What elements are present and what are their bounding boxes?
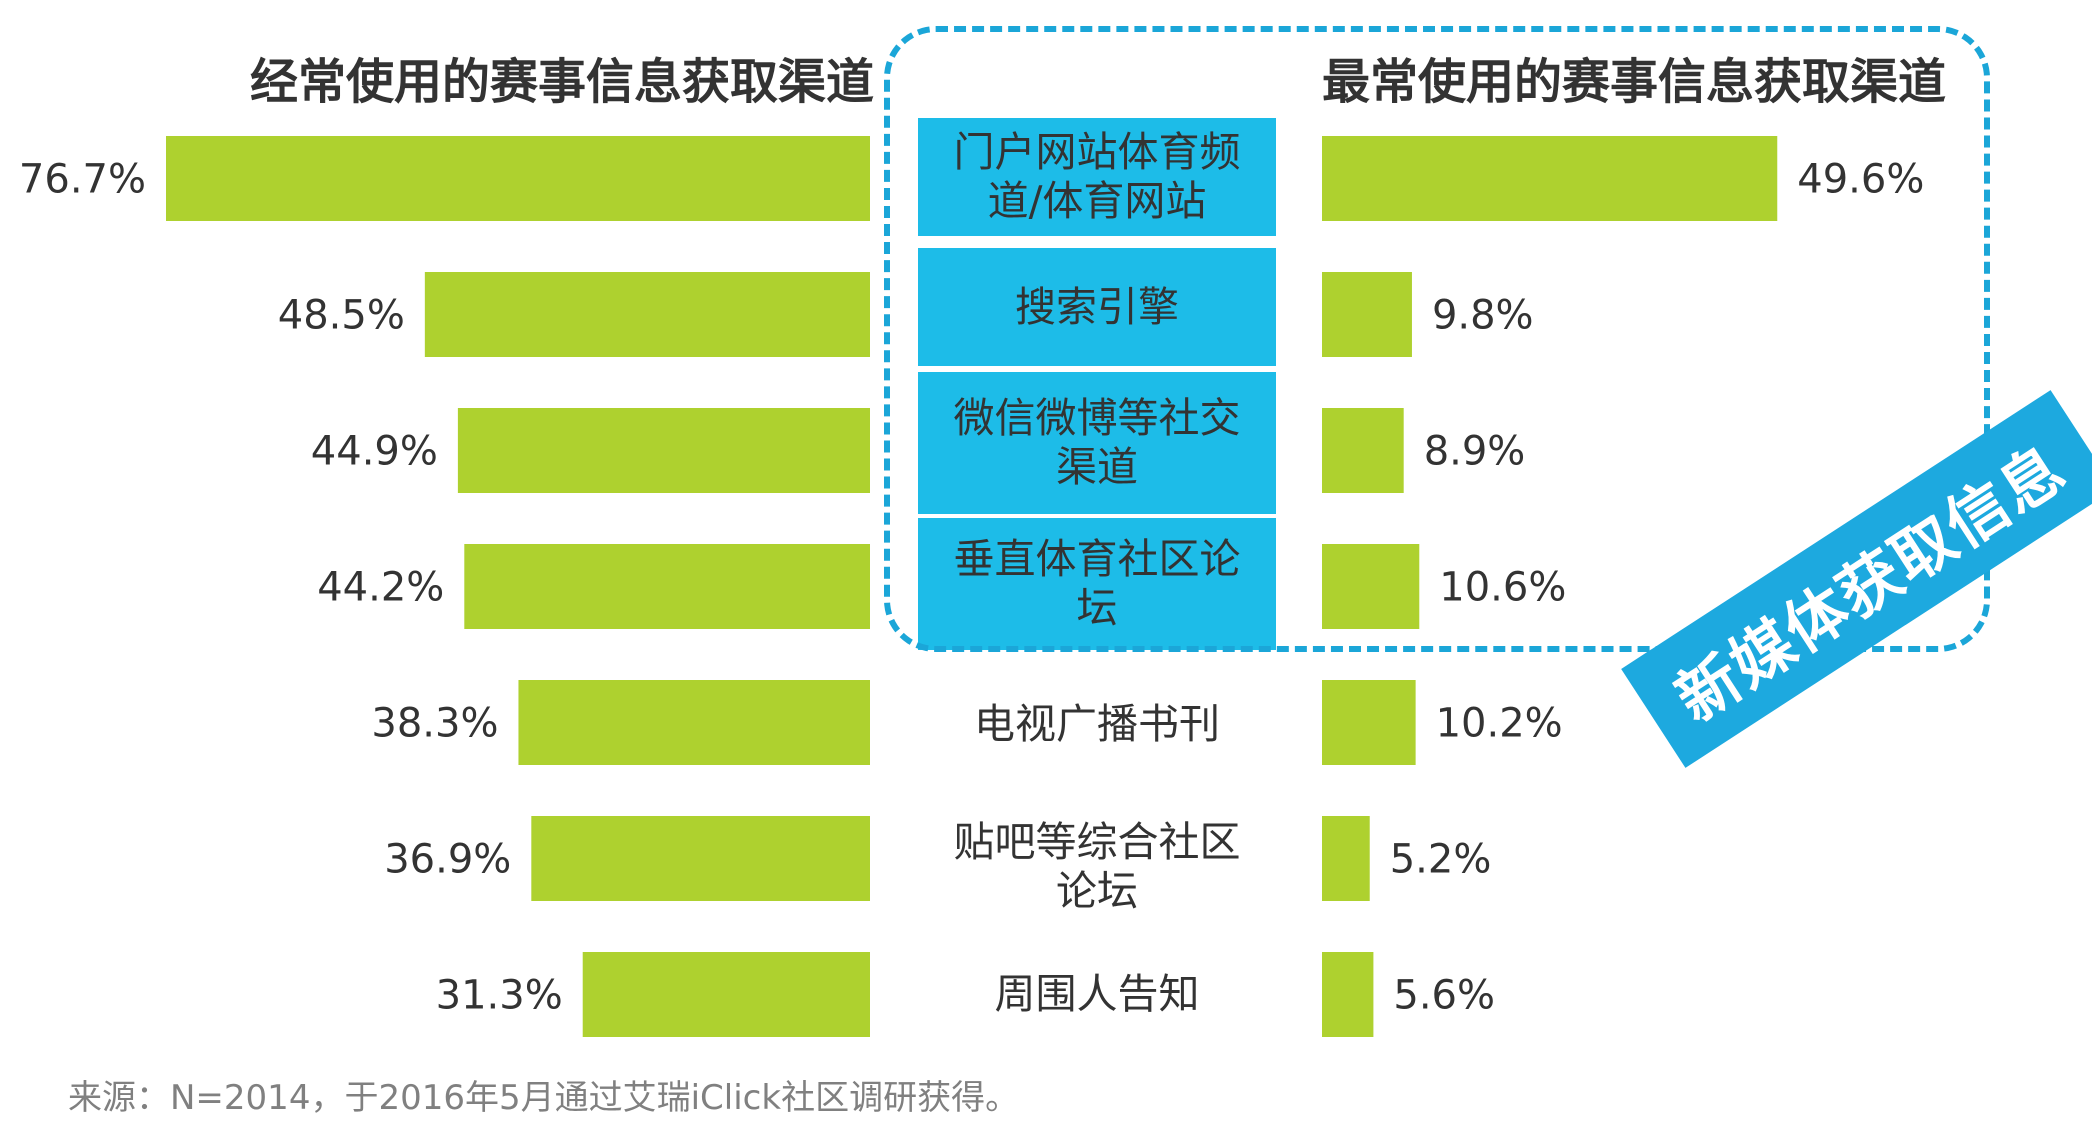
category-label: 电视广播书刊 [974,700,1220,748]
left-bar [424,272,870,357]
category-label: 微信微博等社交 渠道 [918,372,1276,514]
left-chart-title: 经常使用的赛事信息获取渠道 [249,54,874,110]
left-value-label: 38.3% [371,701,498,747]
right-value-label: 49.6% [1797,157,1924,203]
category-label: 门户网站体育频 道/体育网站 [918,118,1276,236]
right-chart-title: 最常使用的赛事信息获取渠道 [1322,54,1947,110]
right-bar [1322,272,1412,357]
left-bar [457,408,870,493]
right-value-label: 10.6% [1439,565,1566,611]
right-value-label: 5.2% [1390,837,1492,883]
left-bar [582,952,870,1037]
left-bar [531,816,870,901]
left-value-label: 31.3% [436,973,563,1019]
right-value-label: 8.9% [1424,429,1526,475]
source-note: 来源：N=2014，于2016年5月通过艾瑞iClick社区调研获得。 [68,1078,1020,1118]
right-bar [1322,136,1778,221]
right-bar [1322,952,1374,1037]
category-label: 垂直体育社区论坛 [918,518,1276,650]
new-media-dashed-frame [884,26,1990,652]
left-value-label: 76.7% [19,157,146,203]
right-value-label: 10.2% [1436,701,1563,747]
left-bar [464,544,870,629]
left-value-label: 44.2% [317,565,444,611]
left-value-label: 44.9% [311,429,438,475]
category-label: 贴吧等综合社区 论坛 [953,818,1241,915]
category-label: 搜索引擎 [918,248,1276,366]
right-bar [1322,544,1420,629]
right-bar [1322,408,1404,493]
left-bar [166,136,870,221]
left-bar [518,680,870,765]
right-bar [1322,816,1370,901]
right-value-label: 9.8% [1432,293,1534,339]
left-value-label: 36.9% [384,837,511,883]
right-bar [1322,680,1416,765]
category-label: 周围人告知 [994,970,1200,1018]
left-value-label: 48.5% [278,293,405,339]
right-value-label: 5.6% [1393,973,1495,1019]
